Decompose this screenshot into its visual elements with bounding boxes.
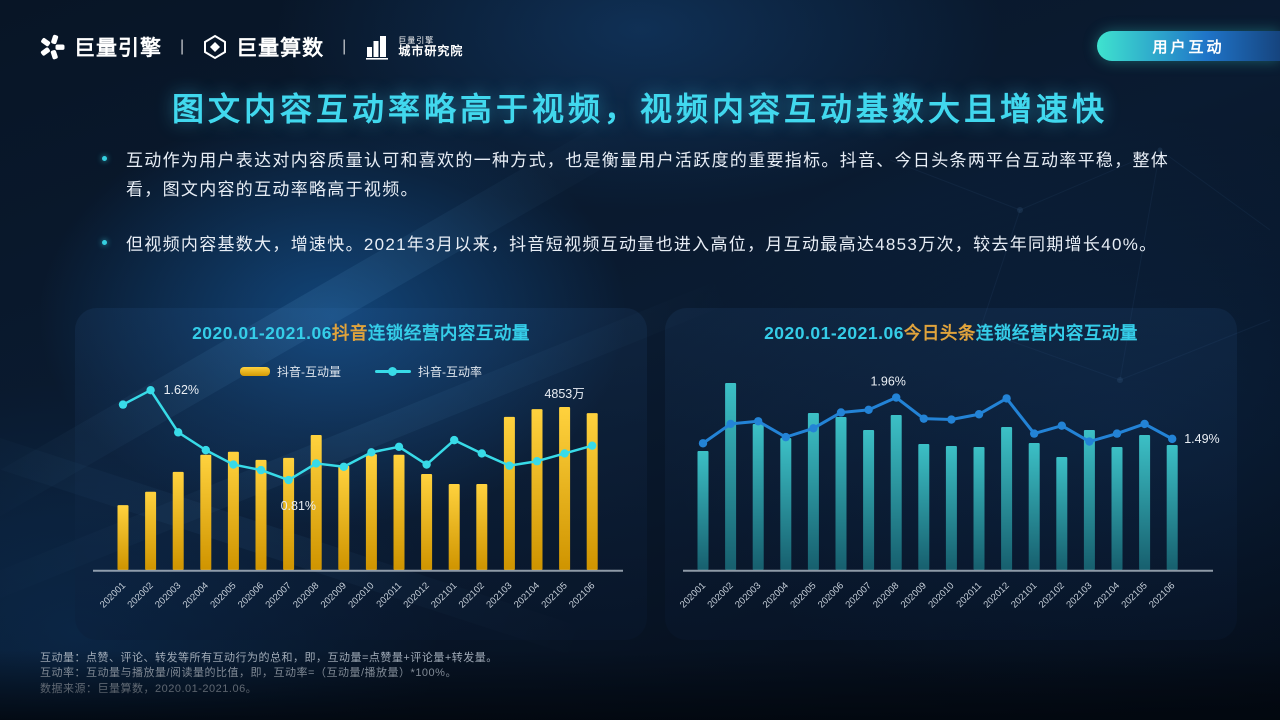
svg-text:202002: 202002 <box>126 580 156 610</box>
bullet-item: 互动作为用户表达对内容质量认可和喜欢的一种方式，也是衡量用户活跃度的重要指标。抖… <box>100 146 1192 204</box>
city-institute-logo: 巨量引擎 城市研究院 <box>364 33 463 61</box>
douyin-chart-legend: 抖音-互动量 抖音-互动率 <box>75 363 647 380</box>
svg-text:202007: 202007 <box>264 580 294 610</box>
svg-text:4853万: 4853万 <box>544 387 584 401</box>
toutiao-chart: 202001 202002 202003 202004 202005 202006 2020… <box>665 370 1237 638</box>
svg-text:202105: 202105 <box>540 580 570 610</box>
logo-divider: | <box>180 38 185 55</box>
svg-text:202104: 202104 <box>1092 580 1122 610</box>
svg-text:202010: 202010 <box>926 580 956 610</box>
douyin-chart-title: 2020.01-2021.06抖音连锁经营内容互动量 <box>192 323 530 343</box>
svg-text:202003: 202003 <box>733 580 763 610</box>
svg-text:0.81%: 0.81% <box>281 499 316 513</box>
svg-text:202104: 202104 <box>512 580 542 610</box>
header-logo-row: 巨量引擎 | 巨量算数 | 巨量引擎 城市研究院 <box>38 32 463 62</box>
svg-text:202006: 202006 <box>816 580 846 610</box>
douyin-chart: 202001 202002 202003 202004 202005 202006 2020… <box>75 370 647 638</box>
svg-text:1.96%: 1.96% <box>870 375 905 389</box>
douyin-chart-panel: 2020.01-2021.06抖音连锁经营内容互动量 抖音-互动量 抖音-互动率… <box>75 308 647 640</box>
svg-text:202102: 202102 <box>457 580 487 610</box>
page-title: 图文内容互动率略高于视频，视频内容互动基数大且增速快 <box>171 91 1108 127</box>
bullet-text: 互动作为用户表达对内容质量认可和喜欢的一种方式，也是衡量用户活跃度的重要指标。抖… <box>126 151 1170 200</box>
svg-text:202006: 202006 <box>236 580 266 610</box>
bar-swatch-icon <box>240 367 270 376</box>
legend-item-bar: 抖音-互动量 <box>240 363 341 380</box>
svg-text:1.62%: 1.62% <box>164 383 199 397</box>
svg-text:202012: 202012 <box>402 580 432 610</box>
building-icon <box>366 36 389 60</box>
svg-text:202002: 202002 <box>706 580 736 610</box>
svg-text:202009: 202009 <box>319 580 349 610</box>
line-swatch-icon <box>375 367 411 376</box>
logo-divider: | <box>342 38 347 55</box>
svg-text:202001: 202001 <box>98 580 128 610</box>
ocean-engine-wordmark: 巨量引擎 <box>74 37 162 60</box>
svg-text:202008: 202008 <box>871 580 901 610</box>
section-badge: 用户互动 <box>1097 31 1280 61</box>
svg-text:202105: 202105 <box>1120 580 1150 610</box>
svg-text:202007: 202007 <box>844 580 874 610</box>
svg-text:202009: 202009 <box>899 580 929 610</box>
bullet-item: 但视频内容基数大，增速快。2021年3月以来，抖音短视频互动量也进入高位，月互动… <box>100 230 1192 259</box>
bottom-shade-decoration <box>0 650 1280 720</box>
svg-text:202102: 202102 <box>1037 580 1067 610</box>
svg-text:202001: 202001 <box>678 580 708 610</box>
bullet-dot <box>102 156 107 161</box>
juliang-suanshu-logo: 巨量算数 <box>202 32 324 62</box>
city-institute-wordmark: 巨量引擎 城市研究院 <box>398 35 464 58</box>
diamond-icon <box>204 34 227 60</box>
ocean-engine-logo: 巨量引擎 <box>38 32 162 62</box>
juliang-suanshu-wordmark: 巨量算数 <box>236 37 325 60</box>
toutiao-chart-title: 2020.01-2021.06今日头条连锁经营内容互动量 <box>764 323 1138 343</box>
pinwheel-icon <box>40 34 65 60</box>
svg-text:202004: 202004 <box>181 580 211 610</box>
svg-text:202106: 202106 <box>1147 580 1177 610</box>
svg-text:202011: 202011 <box>954 580 984 610</box>
toutiao-chart-panel: 2020.01-2021.06今日头条连锁经营内容互动量 202001 20200… <box>665 308 1237 640</box>
svg-text:202011: 202011 <box>374 580 404 610</box>
svg-text:202005: 202005 <box>208 580 238 610</box>
svg-text:202101: 202101 <box>429 580 459 610</box>
svg-text:202106: 202106 <box>567 580 597 610</box>
svg-text:202008: 202008 <box>291 580 321 610</box>
svg-text:202103: 202103 <box>484 580 514 610</box>
legend-item-line: 抖音-互动率 <box>375 363 482 380</box>
svg-text:202010: 202010 <box>346 580 376 610</box>
bullet-list: 互动作为用户表达对内容质量认可和喜欢的一种方式，也是衡量用户活跃度的重要指标。抖… <box>100 146 1192 286</box>
bullet-dot <box>102 240 107 246</box>
svg-text:202003: 202003 <box>153 580 183 610</box>
bullet-text: 但视频内容基数大，增速快。2021年3月以来，抖音短视频互动量也进入高位，月互动… <box>126 235 1158 255</box>
network-decoration <box>889 147 1271 383</box>
svg-text:202005: 202005 <box>788 580 818 610</box>
svg-text:202012: 202012 <box>982 580 1012 610</box>
svg-text:1.49%: 1.49% <box>1184 432 1219 446</box>
svg-text:202103: 202103 <box>1064 580 1094 610</box>
svg-text:202004: 202004 <box>761 580 791 610</box>
svg-text:202101: 202101 <box>1009 580 1039 610</box>
